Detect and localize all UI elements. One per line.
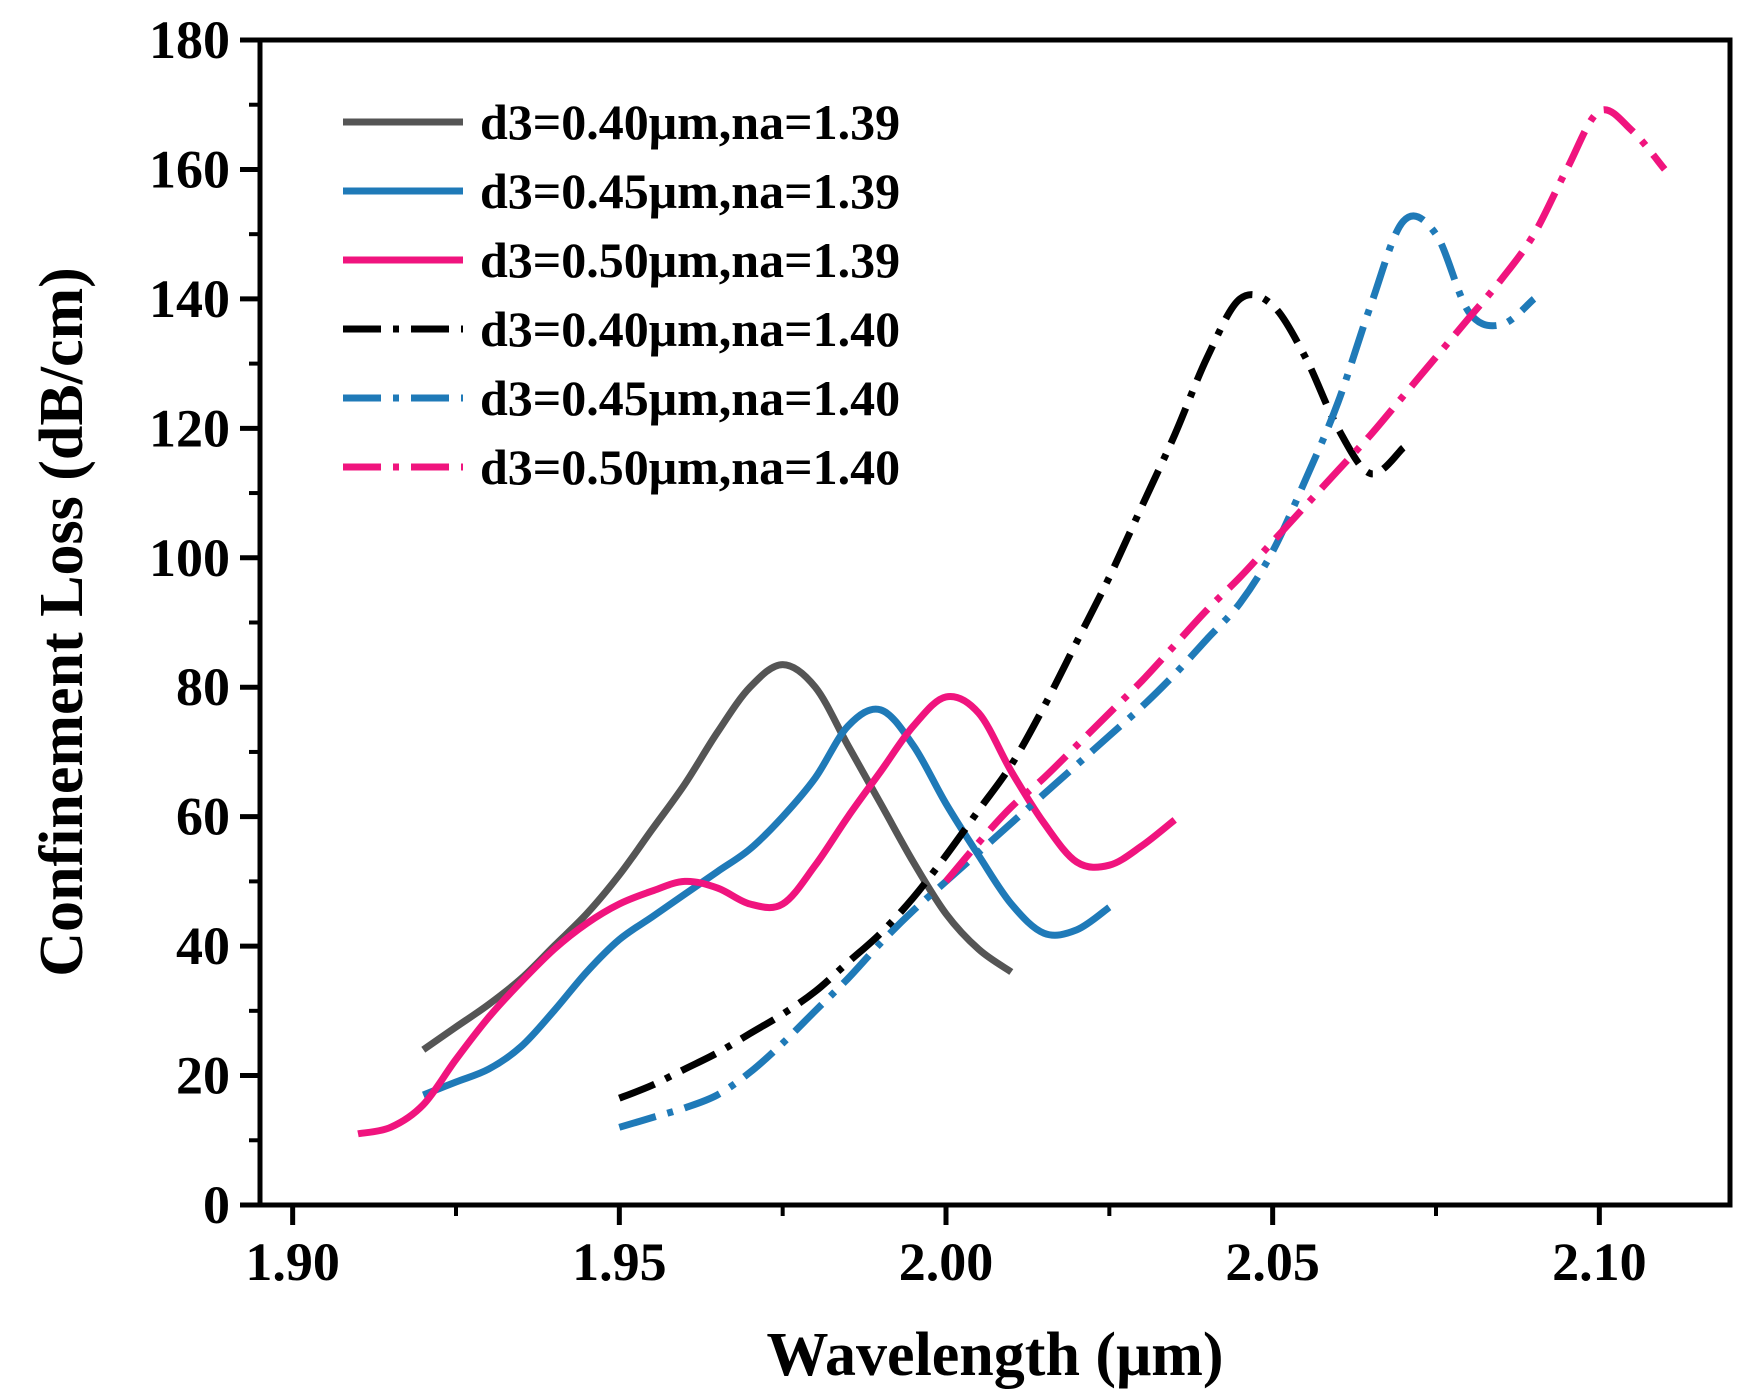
- series-layer: [357, 106, 1668, 1138]
- series-line-5: [618, 212, 1537, 1131]
- legend-label-5: d3=0.45μm,na=1.40: [480, 370, 900, 426]
- y-tick-label-5: 100: [149, 528, 230, 588]
- axis-ticks: [240, 37, 1602, 1225]
- y-tick-label-6: 120: [149, 398, 230, 458]
- legend-label-2: d3=0.45μm,na=1.39: [480, 163, 900, 219]
- axis-tick-labels: 1.90 1.95 2.00 2.05 2.10 0 20 40 60 80 100 120 140 16…: [149, 10, 1647, 1292]
- x-tick-label-4: 2.10: [1552, 1232, 1647, 1292]
- y-tick-label-0: 0: [203, 1175, 230, 1235]
- x-axis-title: Wavelength (μm): [766, 1321, 1223, 1389]
- y-tick-label-3: 60: [176, 787, 230, 847]
- y-tick-label-4: 80: [176, 657, 230, 717]
- x-tick-label-3: 2.05: [1225, 1232, 1320, 1292]
- y-axis-title: Confinement Loss (dB/cm): [28, 267, 96, 977]
- legend-label-4: d3=0.40μm,na=1.40: [480, 301, 900, 357]
- legend-label-3: d3=0.50μm,na=1.39: [480, 232, 900, 288]
- x-tick-label-2: 2.00: [899, 1232, 994, 1292]
- y-tick-label-7: 140: [149, 269, 230, 329]
- series-line-4: [618, 291, 1406, 1102]
- y-tick-label-8: 160: [149, 139, 230, 199]
- x-tick-label-0: 1.90: [245, 1232, 340, 1292]
- x-tick-label-1: 1.95: [572, 1232, 667, 1292]
- y-tick-label-1: 20: [176, 1046, 230, 1106]
- legend-label-6: d3=0.50μm,na=1.40: [480, 439, 900, 495]
- series-line-3: [357, 692, 1177, 1138]
- legend-label-1: d3=0.40μm,na=1.39: [480, 94, 900, 150]
- series-line-2: [422, 705, 1112, 1099]
- legend: d3=0.40μm,na=1.39 d3=0.45μm,na=1.39 d3=0.5…: [343, 94, 900, 495]
- y-tick-label-9: 180: [149, 10, 230, 70]
- y-tick-label-2: 40: [176, 916, 230, 976]
- series-line-6: [943, 106, 1668, 884]
